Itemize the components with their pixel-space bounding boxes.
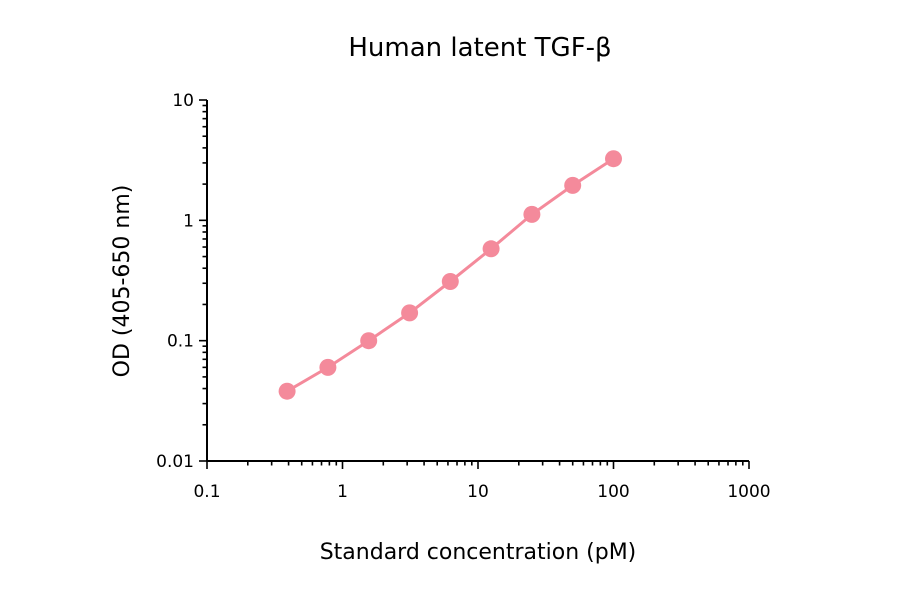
- x-tick-label: 1: [337, 482, 348, 502]
- x-tick-label: 100: [597, 482, 629, 502]
- data-point: [401, 304, 419, 322]
- y-tick-label: 0.1: [167, 332, 194, 352]
- y-axis-label: OD (405-650 nm): [110, 185, 135, 378]
- data-point: [564, 176, 582, 194]
- x-ticks: 0.1 1 10 100 1000: [193, 461, 771, 502]
- series-group: [278, 150, 622, 400]
- x-axis-label: Standard concentration (pM): [320, 540, 637, 565]
- data-point: [360, 332, 378, 350]
- chart-title: Human latent TGF-β: [348, 33, 611, 63]
- x-tick-label: 10: [467, 482, 489, 502]
- x-tick-label: 1000: [727, 482, 770, 502]
- data-point: [523, 205, 541, 223]
- y-tick-label: 10: [172, 91, 194, 111]
- x-tick-label: 0.1: [193, 482, 220, 502]
- data-point: [605, 150, 622, 168]
- data-point: [319, 358, 337, 376]
- y-ticks: 0.01 0.1 1 10: [156, 91, 207, 472]
- data-point: [278, 382, 296, 400]
- data-point: [482, 240, 500, 258]
- y-tick-label: 0.01: [156, 452, 194, 472]
- data-point: [441, 273, 459, 290]
- y-tick-label: 1: [183, 211, 194, 231]
